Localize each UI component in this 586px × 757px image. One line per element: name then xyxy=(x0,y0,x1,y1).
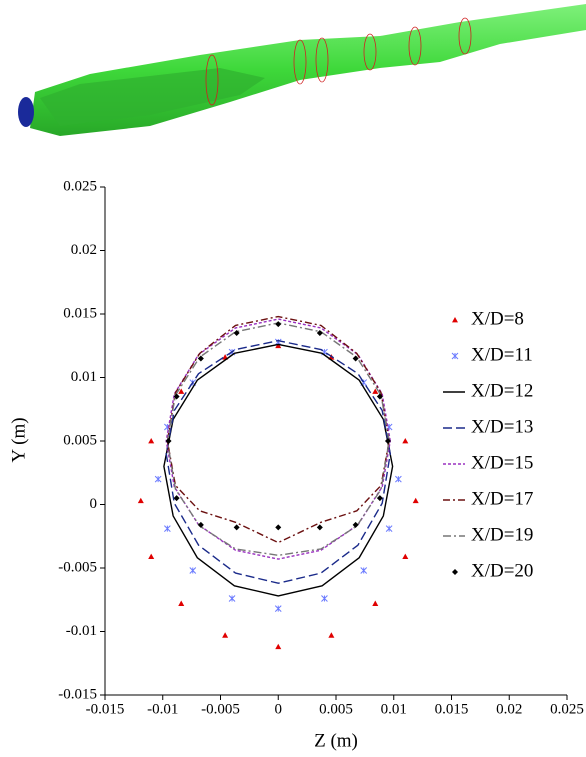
x-tick-label: 0 xyxy=(275,701,283,717)
y-tick-label: 0.005 xyxy=(63,432,97,448)
body xyxy=(40,68,265,126)
contour-line xyxy=(165,339,391,584)
marker xyxy=(178,600,185,606)
legend-label: X/D=11 xyxy=(471,344,533,365)
legend-label: X/D=13 xyxy=(471,416,533,437)
marker xyxy=(412,497,419,504)
y-tick-label: 0.02 xyxy=(71,242,97,258)
marker xyxy=(385,525,393,532)
x-tick-label: 0.005 xyxy=(319,701,353,717)
marker xyxy=(189,567,197,574)
marker xyxy=(384,438,391,444)
marker xyxy=(352,355,359,362)
ring xyxy=(363,33,377,71)
y-tick-label: 0.01 xyxy=(71,369,97,385)
marker xyxy=(328,632,335,638)
x-tick-label: 0.015 xyxy=(435,701,469,717)
marker xyxy=(233,524,240,531)
marker xyxy=(154,475,162,483)
marker xyxy=(402,438,409,444)
y-tick-label: -0.005 xyxy=(58,559,97,575)
marker xyxy=(274,605,282,612)
ring xyxy=(293,39,307,85)
y-tick-label: 0 xyxy=(90,496,98,512)
x-tick-label: 0.02 xyxy=(496,701,522,717)
marker xyxy=(376,495,383,502)
marker xyxy=(372,388,379,394)
contour-line xyxy=(163,343,394,597)
marker xyxy=(376,393,383,400)
legend-marker xyxy=(451,352,459,360)
marker xyxy=(275,643,282,650)
marker xyxy=(316,524,323,531)
marker xyxy=(275,524,282,531)
x-tick-label: -0.005 xyxy=(201,701,240,717)
nose xyxy=(18,97,34,127)
y-tick-label: -0.01 xyxy=(66,623,97,639)
marker xyxy=(197,355,204,362)
marker xyxy=(165,438,172,444)
legend-label: X/D=15 xyxy=(471,452,533,473)
ring xyxy=(205,54,219,106)
y-axis-label: Y (m) xyxy=(8,417,29,462)
marker xyxy=(228,595,236,602)
marker xyxy=(173,393,180,400)
legend-label: X/D=12 xyxy=(471,380,533,401)
marker xyxy=(137,497,144,504)
legend-label: X/D=17 xyxy=(471,488,533,509)
contour-line xyxy=(166,315,390,544)
ring xyxy=(408,26,422,66)
cavity-render xyxy=(18,4,586,136)
x-tick-label: 0.025 xyxy=(550,701,584,717)
y-tick-label: 0.025 xyxy=(63,178,97,194)
legend-marker xyxy=(452,569,458,575)
marker xyxy=(395,475,402,483)
marker xyxy=(178,388,185,394)
marker xyxy=(316,330,323,337)
marker xyxy=(352,521,359,528)
legend-label: X/D=20 xyxy=(471,560,533,581)
marker xyxy=(148,438,155,444)
legend-marker xyxy=(452,317,458,323)
marker xyxy=(321,595,328,602)
ring xyxy=(458,17,472,55)
marker xyxy=(402,553,409,559)
marker xyxy=(275,342,282,349)
y-tick-label: -0.015 xyxy=(58,686,97,702)
x-tick-label: 0.01 xyxy=(381,701,407,717)
marker xyxy=(148,553,155,559)
marker xyxy=(360,567,368,574)
legend-label: X/D=8 xyxy=(471,308,524,329)
marker xyxy=(372,600,379,606)
marker xyxy=(197,521,204,528)
marker xyxy=(233,330,240,337)
x-tick-label: -0.015 xyxy=(86,701,125,717)
legend-label: X/D=19 xyxy=(471,524,533,545)
marker xyxy=(173,495,180,502)
ring xyxy=(315,37,329,83)
y-tick-label: 0.015 xyxy=(63,305,97,321)
marker xyxy=(275,321,282,328)
x-tick-label: -0.01 xyxy=(147,701,178,717)
marker xyxy=(222,632,229,638)
marker xyxy=(164,525,171,532)
x-axis-label: Z (m) xyxy=(314,730,358,751)
